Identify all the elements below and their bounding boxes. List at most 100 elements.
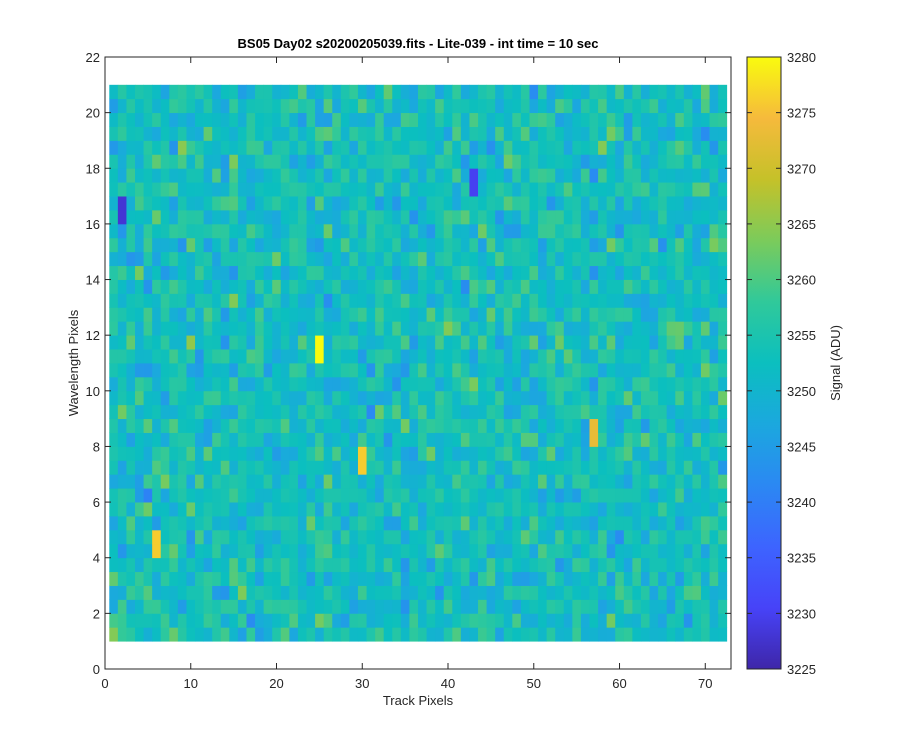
- heatmap-cell: [649, 168, 659, 183]
- heatmap-cell: [195, 293, 205, 308]
- heatmap-cell: [340, 265, 350, 280]
- heatmap-cell: [649, 543, 659, 559]
- heatmap-cell: [709, 390, 719, 406]
- heatmap-cell: [169, 390, 179, 406]
- heatmap-cell: [435, 599, 445, 614]
- heatmap-cell: [520, 223, 530, 239]
- y-tick-label: 0: [93, 662, 100, 677]
- heatmap-cell: [495, 585, 505, 600]
- heatmap-cell: [246, 557, 256, 573]
- heatmap-cell: [452, 293, 462, 308]
- heatmap-cell: [692, 613, 702, 628]
- heatmap-cell: [126, 404, 136, 420]
- heatmap-cell: [495, 502, 505, 517]
- heatmap-cell: [375, 390, 385, 406]
- heatmap-cell: [392, 474, 402, 489]
- heatmap-cell: [426, 335, 436, 350]
- heatmap-cell: [263, 404, 273, 420]
- heatmap-cell: [160, 168, 170, 183]
- heatmap-cell: [538, 168, 548, 183]
- heatmap-cell: [340, 376, 350, 392]
- heatmap-cell: [306, 460, 316, 475]
- heatmap-cell: [606, 502, 616, 517]
- heatmap-cell: [143, 335, 153, 350]
- heatmap-cell: [460, 140, 470, 155]
- heatmap-cell: [392, 627, 402, 642]
- heatmap-cell: [349, 223, 359, 239]
- heatmap-cell: [203, 307, 213, 322]
- heatmap-cell: [503, 168, 513, 183]
- heatmap-cell: [580, 404, 590, 420]
- heatmap-cell: [623, 196, 633, 211]
- heatmap-cell: [195, 98, 205, 114]
- heatmap-cell: [357, 627, 367, 642]
- heatmap-cell: [495, 279, 505, 294]
- heatmap-cell: [315, 140, 325, 155]
- colorbar-tick-label: 3245: [787, 439, 816, 454]
- heatmap-cell: [203, 168, 213, 183]
- x-tick-label: 0: [101, 676, 108, 691]
- heatmap-cell: [212, 223, 222, 239]
- heatmap-cell: [495, 376, 505, 392]
- heatmap-cell: [666, 223, 676, 239]
- heatmap-cell: [649, 126, 659, 141]
- heatmap-cell: [572, 390, 582, 406]
- heatmap-cell: [323, 390, 333, 406]
- heatmap-cell: [520, 488, 530, 503]
- heatmap-cell: [177, 140, 187, 155]
- colorbar-tick-label: 3235: [787, 551, 816, 566]
- heatmap-cell: [340, 488, 350, 503]
- heatmap-cell: [109, 140, 119, 155]
- heatmap-cell: [589, 585, 599, 600]
- heatmap-cell: [323, 321, 333, 336]
- heatmap-cell: [478, 488, 488, 503]
- heatmap-cell: [237, 223, 247, 239]
- heatmap-cell: [255, 418, 265, 433]
- heatmap-cell: [666, 627, 676, 642]
- heatmap-cell: [469, 140, 479, 155]
- heatmap-cell: [400, 126, 410, 141]
- heatmap-cell: [297, 432, 307, 447]
- heatmap-cell: [555, 265, 565, 280]
- heatmap-cell: [160, 363, 170, 378]
- heatmap-cell: [700, 265, 710, 280]
- heatmap-cell: [220, 488, 230, 503]
- heatmap-cell: [649, 293, 659, 308]
- heatmap-cell: [289, 223, 299, 239]
- heatmap-cell: [349, 390, 359, 406]
- heatmap-cell: [520, 251, 530, 267]
- heatmap-cell: [418, 265, 427, 280]
- heatmap-cell: [323, 543, 333, 559]
- heatmap-cell: [375, 488, 385, 503]
- heatmap-cell: [598, 557, 608, 573]
- heatmap-cell: [606, 168, 616, 183]
- heatmap-cell: [297, 571, 307, 586]
- heatmap-cell: [426, 543, 436, 559]
- heatmap-cell: [486, 446, 496, 461]
- heatmap-cell: [220, 126, 230, 141]
- heatmap-cell: [538, 251, 548, 267]
- heatmap-cell: [598, 335, 608, 350]
- heatmap-cell: [297, 502, 307, 517]
- heatmap-cell: [478, 307, 488, 322]
- heatmap-cell: [212, 404, 222, 420]
- heatmap-cell: [580, 112, 590, 127]
- heatmap-cell: [229, 154, 239, 169]
- heatmap-cell: [700, 182, 710, 197]
- heatmap-cell: [400, 460, 410, 475]
- heatmap-cell: [700, 98, 710, 114]
- heatmap-cell: [177, 126, 187, 141]
- heatmap-cell: [658, 196, 668, 211]
- heatmap-cell: [572, 599, 582, 614]
- heatmap-cell: [135, 363, 144, 378]
- heatmap-cell: [460, 446, 470, 461]
- heatmap-cell: [443, 432, 453, 447]
- heatmap-cell: [443, 516, 453, 531]
- heatmap-cell: [400, 488, 410, 503]
- heatmap-cell: [400, 557, 410, 573]
- heatmap-cell: [443, 376, 453, 392]
- heatmap-cell: [152, 599, 162, 614]
- heatmap-cell: [709, 196, 719, 211]
- heatmap-cell: [177, 293, 187, 308]
- heatmap-cell: [323, 182, 333, 197]
